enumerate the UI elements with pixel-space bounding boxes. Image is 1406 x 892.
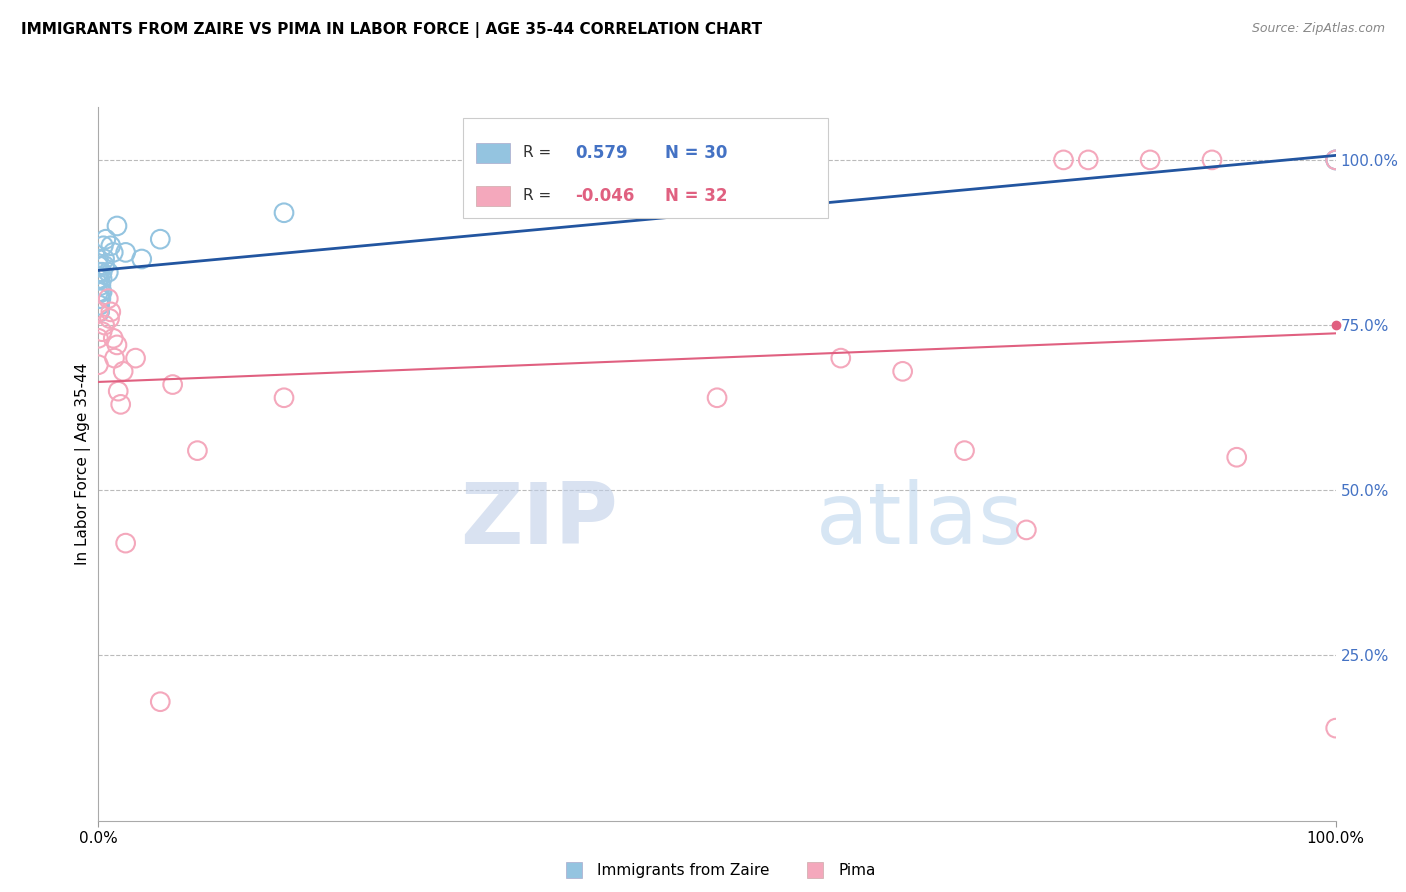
- Point: [93, 252, 115, 266]
- Point: [186, 443, 208, 458]
- Point: [89, 292, 111, 306]
- Point: [87, 305, 110, 319]
- FancyBboxPatch shape: [464, 118, 828, 218]
- Point: [89, 305, 111, 319]
- Point: [162, 377, 184, 392]
- Point: [1015, 523, 1038, 537]
- Point: [91, 325, 114, 339]
- Point: [87, 272, 110, 286]
- Point: [90, 285, 112, 299]
- Point: [110, 397, 132, 411]
- Point: [149, 232, 172, 246]
- Point: [114, 245, 136, 260]
- Bar: [475, 186, 510, 206]
- Point: [91, 272, 114, 286]
- Point: [1139, 153, 1161, 167]
- Point: [107, 384, 129, 399]
- Point: [89, 298, 111, 312]
- Point: [97, 292, 120, 306]
- Point: [103, 351, 125, 365]
- Point: [90, 292, 112, 306]
- Point: [93, 239, 115, 253]
- Text: R =: R =: [523, 188, 551, 203]
- Point: [103, 245, 125, 260]
- Point: [706, 391, 728, 405]
- Point: [131, 252, 153, 266]
- Point: [114, 536, 136, 550]
- Point: [93, 318, 115, 332]
- Point: [87, 265, 110, 279]
- Point: [87, 331, 110, 345]
- Text: ZIP: ZIP: [460, 479, 619, 563]
- Point: [105, 338, 128, 352]
- Point: [112, 364, 135, 378]
- Point: [87, 259, 110, 273]
- Point: [891, 364, 914, 378]
- Point: [1324, 721, 1347, 735]
- Text: IMMIGRANTS FROM ZAIRE VS PIMA IN LABOR FORCE | AGE 35-44 CORRELATION CHART: IMMIGRANTS FROM ZAIRE VS PIMA IN LABOR F…: [21, 22, 762, 38]
- Point: [98, 311, 121, 326]
- Point: [94, 232, 117, 246]
- Point: [89, 272, 111, 286]
- Text: N = 30: N = 30: [665, 144, 727, 161]
- Point: [1077, 153, 1099, 167]
- Point: [103, 331, 125, 345]
- Point: [87, 285, 110, 299]
- Text: R =: R =: [523, 145, 551, 161]
- Y-axis label: In Labor Force | Age 35-44: In Labor Force | Age 35-44: [76, 363, 91, 565]
- Point: [1324, 153, 1347, 167]
- Legend: Immigrants from Zaire, Pima: Immigrants from Zaire, Pima: [553, 857, 882, 884]
- Point: [91, 265, 114, 279]
- Text: N = 32: N = 32: [665, 186, 727, 204]
- Text: Source: ZipAtlas.com: Source: ZipAtlas.com: [1251, 22, 1385, 36]
- Point: [91, 285, 114, 299]
- Point: [100, 239, 122, 253]
- Point: [105, 219, 128, 233]
- Point: [273, 206, 295, 220]
- Text: atlas: atlas: [815, 479, 1024, 563]
- Bar: [475, 143, 510, 162]
- Point: [273, 391, 295, 405]
- Point: [1324, 153, 1347, 167]
- Point: [149, 695, 172, 709]
- Point: [1052, 153, 1074, 167]
- Point: [830, 351, 852, 365]
- Point: [1324, 153, 1347, 167]
- Point: [90, 278, 112, 293]
- Point: [97, 265, 120, 279]
- Point: [124, 351, 146, 365]
- Point: [100, 305, 122, 319]
- Point: [1226, 450, 1249, 465]
- Point: [87, 358, 110, 372]
- Point: [87, 252, 110, 266]
- Text: 0.579: 0.579: [575, 144, 627, 161]
- Point: [953, 443, 976, 458]
- Point: [93, 259, 115, 273]
- Point: [1201, 153, 1223, 167]
- Text: -0.046: -0.046: [575, 186, 634, 204]
- Point: [89, 265, 111, 279]
